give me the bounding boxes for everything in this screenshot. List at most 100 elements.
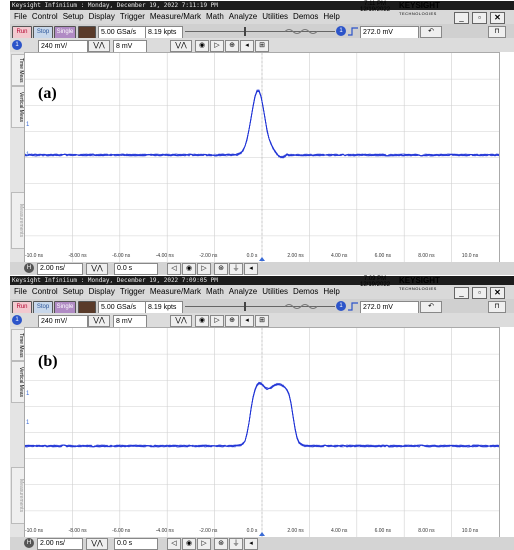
horizontal-badge[interactable]: H bbox=[24, 263, 34, 273]
trigger-mode-icon[interactable]: ⊓ bbox=[488, 301, 506, 313]
channel-properties-icon[interactable]: ⊞ bbox=[255, 315, 269, 327]
waveform-grid[interactable] bbox=[24, 327, 500, 538]
x-tick-label: 10.0 ns bbox=[461, 253, 479, 259]
single-button[interactable]: Single bbox=[54, 300, 76, 314]
menu-control[interactable]: Control bbox=[31, 287, 58, 296]
add-channel-icon[interactable]: ⊕ bbox=[225, 40, 239, 52]
delay-left-icon[interactable]: ◁ bbox=[167, 538, 181, 550]
offset-zero-icon[interactable]: ◉ bbox=[195, 315, 209, 327]
offset-stepper-icon[interactable]: ⋁⋀ bbox=[170, 315, 192, 327]
timebase-scale-field[interactable]: 2.00 ns/ bbox=[37, 538, 83, 550]
sample-rate-field[interactable]: 5.00 GSa/s bbox=[98, 25, 146, 39]
menu-math[interactable]: Math bbox=[206, 12, 224, 21]
title-bar: Keysight Infiniium : Monday, December 19… bbox=[10, 276, 514, 285]
add-channel-icon[interactable]: ⊕ bbox=[225, 315, 239, 327]
delay-zero-icon[interactable]: ◉ bbox=[182, 263, 196, 275]
channel-scale-field[interactable]: 240 mV/ bbox=[38, 39, 88, 53]
autoscale-icon[interactable] bbox=[78, 25, 96, 39]
channel-badge[interactable]: 1 bbox=[12, 40, 22, 50]
stop-button[interactable]: Stop bbox=[33, 300, 53, 314]
menu-measure-mark[interactable]: Measure/Mark bbox=[149, 287, 201, 296]
channel-menu-icon[interactable]: ◂ bbox=[240, 40, 254, 52]
tab-vertical-meas[interactable]: Vertical Meas bbox=[11, 86, 25, 128]
minimize-icon[interactable]: _ bbox=[454, 12, 469, 24]
undo-icon[interactable]: ↶ bbox=[420, 301, 442, 313]
memory-depth-field[interactable]: 8.19 kpts bbox=[145, 300, 183, 314]
tab-time-meas[interactable]: Time Meas bbox=[11, 54, 25, 86]
menu-analyze[interactable]: Analyze bbox=[228, 287, 258, 296]
acquisition-toolbar: Run Stop Single 5.00 GSa/s 8.19 kpts 1 2… bbox=[10, 299, 514, 314]
channel-properties-icon[interactable]: ⊞ bbox=[255, 40, 269, 52]
trigger-channel-badge[interactable]: 1 bbox=[336, 26, 346, 36]
offset-right-icon[interactable]: ▷ bbox=[210, 40, 224, 52]
tab-measurements[interactable]: Measurements bbox=[11, 192, 25, 249]
horizontal-menu-icon[interactable]: ⏚ bbox=[229, 263, 243, 275]
delay-left-icon[interactable]: ◁ bbox=[167, 263, 181, 275]
scale-stepper-icon[interactable]: ⋁⋀ bbox=[88, 315, 110, 327]
menu-control[interactable]: Control bbox=[31, 12, 58, 21]
trigger-level-field[interactable]: 272.0 mV bbox=[360, 300, 419, 314]
menu-utilities[interactable]: Utilities bbox=[262, 12, 289, 21]
delay-zero-icon[interactable]: ◉ bbox=[182, 538, 196, 550]
offset-right-icon[interactable]: ▷ bbox=[210, 315, 224, 327]
scale-stepper-icon[interactable]: ⋁⋀ bbox=[88, 40, 110, 52]
close-icon[interactable]: ✕ bbox=[490, 12, 505, 24]
tab-measurements[interactable]: Measurements bbox=[11, 467, 25, 524]
horizontal-properties-icon[interactable]: ◂ bbox=[244, 538, 258, 550]
delay-right-icon[interactable]: ▷ bbox=[197, 538, 211, 550]
restore-icon[interactable]: ▫ bbox=[472, 12, 487, 24]
trigger-level-field[interactable]: 272.0 mV bbox=[360, 25, 419, 39]
sample-rate-field[interactable]: 5.00 GSa/s bbox=[98, 300, 146, 314]
single-button[interactable]: Single bbox=[54, 25, 76, 39]
timebase-stepper-icon[interactable]: ⋁⋀ bbox=[86, 263, 108, 275]
timebase-stepper-icon[interactable]: ⋁⋀ bbox=[86, 538, 108, 550]
restore-icon[interactable]: ▫ bbox=[472, 287, 487, 299]
brand-sub-text: TECHNOLOGIES bbox=[399, 286, 437, 291]
tab-time-meas[interactable]: Time Meas bbox=[11, 329, 25, 361]
memory-depth-field[interactable]: 8.19 kpts bbox=[145, 25, 183, 39]
menu-utilities[interactable]: Utilities bbox=[262, 287, 289, 296]
tab-vertical-meas[interactable]: Vertical Meas bbox=[11, 361, 25, 403]
menu-math[interactable]: Math bbox=[206, 287, 224, 296]
run-button[interactable]: Run bbox=[12, 300, 32, 314]
channel-menu-icon[interactable]: ◂ bbox=[240, 315, 254, 327]
trigger-mode-icon[interactable]: ⊓ bbox=[488, 26, 506, 38]
offset-stepper-icon[interactable]: ⋁⋀ bbox=[170, 40, 192, 52]
menu-setup[interactable]: Setup bbox=[62, 287, 84, 296]
autoscale-icon[interactable] bbox=[78, 300, 96, 314]
waveform-grid[interactable] bbox=[24, 52, 500, 263]
menu-help[interactable]: Help bbox=[323, 12, 340, 21]
channel-scale-field[interactable]: 240 mV/ bbox=[38, 314, 88, 328]
menu-display[interactable]: Display bbox=[88, 12, 115, 21]
offset-zero-icon[interactable]: ◉ bbox=[195, 40, 209, 52]
minimize-icon[interactable]: _ bbox=[454, 287, 469, 299]
menu-analyze[interactable]: Analyze bbox=[228, 12, 258, 21]
menu-trigger[interactable]: Trigger bbox=[119, 12, 145, 21]
timebase-delay-field[interactable]: 0.0 s bbox=[114, 263, 158, 275]
run-button[interactable]: Run bbox=[12, 25, 32, 39]
horizontal-badge[interactable]: H bbox=[24, 538, 34, 548]
horizontal-menu-icon[interactable]: ⏚ bbox=[229, 538, 243, 550]
delay-right-icon[interactable]: ▷ bbox=[197, 263, 211, 275]
timebase-delay-field[interactable]: 0.0 s bbox=[114, 538, 158, 550]
zoom-icon[interactable]: ⊛ bbox=[214, 538, 228, 550]
menu-measure-mark[interactable]: Measure/Mark bbox=[149, 12, 201, 21]
undo-icon[interactable]: ↶ bbox=[420, 26, 442, 38]
menu-setup[interactable]: Setup bbox=[62, 12, 84, 21]
channel-offset-field[interactable]: 8 mV bbox=[113, 39, 147, 53]
menu-demos[interactable]: Demos bbox=[293, 287, 319, 296]
zoom-icon[interactable]: ⊛ bbox=[214, 263, 228, 275]
channel-offset-field[interactable]: 8 mV bbox=[113, 314, 147, 328]
timebase-scale-field[interactable]: 2.00 ns/ bbox=[37, 263, 83, 275]
trigger-channel-badge[interactable]: 1 bbox=[336, 301, 346, 311]
menu-trigger[interactable]: Trigger bbox=[119, 287, 145, 296]
menu-file[interactable]: File bbox=[14, 287, 27, 296]
channel-badge[interactable]: 1 bbox=[12, 315, 22, 325]
menu-display[interactable]: Display bbox=[88, 287, 115, 296]
menu-demos[interactable]: Demos bbox=[293, 12, 319, 21]
menu-help[interactable]: Help bbox=[323, 287, 340, 296]
menu-file[interactable]: File bbox=[14, 12, 27, 21]
close-icon[interactable]: ✕ bbox=[490, 287, 505, 299]
horizontal-properties-icon[interactable]: ◂ bbox=[244, 263, 258, 275]
stop-button[interactable]: Stop bbox=[33, 25, 53, 39]
